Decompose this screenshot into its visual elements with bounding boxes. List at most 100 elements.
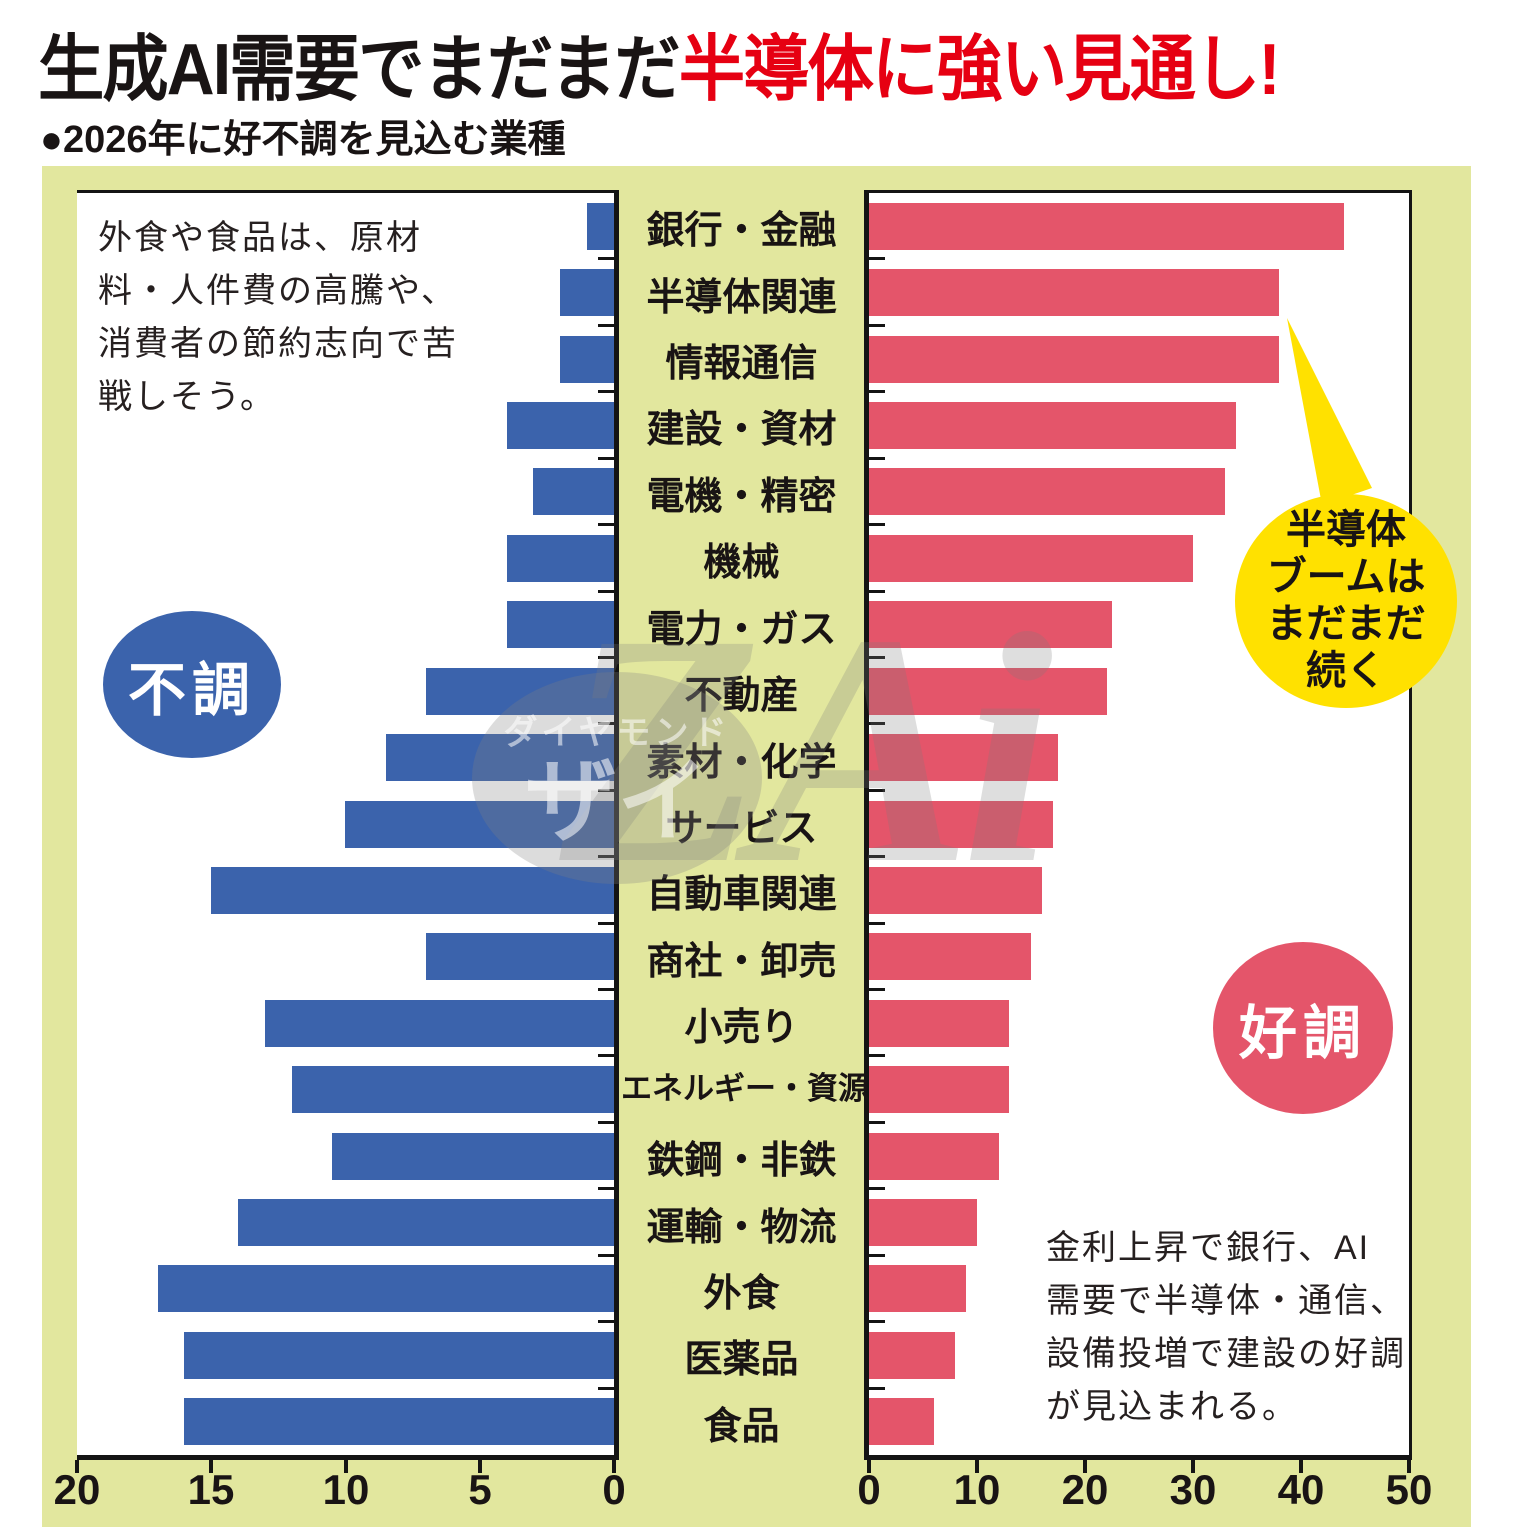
bad-bar [507, 601, 614, 648]
left-annotation: 外食や食品は、原材 料・人件費の高騰や、 消費者の節約志向で苦 戦しそう。 [98, 212, 488, 424]
axis-tick-label: 20 [53, 1466, 101, 1513]
good-bar [869, 601, 1112, 648]
callout-line: ブームは [1266, 555, 1426, 599]
bad-bar [238, 1199, 614, 1246]
annotation-line: 設備投増で建設の好調 [1046, 1335, 1406, 1373]
row-tick [869, 1254, 885, 1257]
good-bar [869, 1133, 999, 1180]
axis-tick [75, 1460, 79, 1473]
semiconductor-callout: 半導体 ブームは まだまだ 続く [1235, 494, 1457, 708]
bad-bar [332, 1133, 614, 1180]
row-tick [598, 523, 614, 526]
row-tick [869, 1387, 885, 1390]
axis-tick [478, 1460, 482, 1473]
axis-tick [975, 1460, 979, 1473]
axis-tick-label: 10 [322, 1466, 370, 1513]
row-tick [598, 988, 614, 991]
axis-tick [1407, 1460, 1411, 1473]
good-bar [869, 1398, 934, 1445]
annotation-line: 需要で半導体・通信、 [1046, 1282, 1406, 1320]
category-label: サービス [665, 808, 818, 850]
title-black-part: 生成AI需要でまだまだ [38, 30, 681, 110]
category-label: 機械 [703, 542, 780, 584]
category-label: 半導体関連 [646, 277, 837, 319]
good-bar [869, 336, 1279, 383]
axis-tick [209, 1460, 213, 1473]
row-tick [869, 324, 885, 327]
bad-bar [587, 203, 614, 250]
axis-tick [1191, 1460, 1195, 1473]
bad-bar [158, 1265, 614, 1312]
category-label: 鉄鋼・非鉄 [646, 1140, 837, 1182]
axis-tick [344, 1460, 348, 1473]
good-bar [869, 734, 1058, 781]
good-bar [869, 203, 1344, 250]
axis-tick-label: 50 [1385, 1466, 1433, 1513]
category-label: 素材・化学 [646, 742, 837, 784]
category-label-column: 銀行・金融 半導体関連 情報通信 建設・資材 電機・精密 機械 電力・ガス 不動産 素材・化学サ… [621, 190, 869, 1452]
row-tick [598, 1320, 614, 1323]
annotation-line: 金利上昇で銀行、AI [1046, 1229, 1371, 1267]
good-bar [869, 933, 1031, 980]
bad-bar [184, 1398, 614, 1445]
row-tick [869, 922, 885, 925]
row-tick [869, 722, 885, 725]
row-tick [598, 457, 614, 460]
category-label: 銀行・金融 [646, 210, 837, 252]
row-tick [598, 390, 614, 393]
bad-badge: 不調 [103, 611, 281, 758]
title-red-part: 半導体に強い見通し! [678, 30, 1281, 110]
bad-bar [560, 269, 614, 316]
axis-tick [612, 1460, 616, 1473]
annotation-line: 外食や食品は、原材 [98, 219, 422, 257]
bad-outlook-plot [77, 190, 619, 1460]
row-tick [869, 988, 885, 991]
callout-line: 半導体 [1286, 508, 1406, 552]
annotation-line: 料・人件費の高騰や、 [98, 272, 457, 310]
good-bar [869, 668, 1107, 715]
axis-tick [1299, 1460, 1303, 1473]
good-bar [869, 535, 1193, 582]
bad-bar [426, 668, 614, 715]
row-tick [598, 257, 614, 260]
category-label: 商社・卸売 [646, 941, 837, 983]
bad-bar [184, 1332, 614, 1379]
category-label: 運輸・物流 [646, 1207, 837, 1249]
axis-tick-label: 40 [1277, 1466, 1325, 1513]
axis-tick-label: 15 [187, 1466, 235, 1513]
bad-bar [507, 402, 614, 449]
axis-tick-label: 20 [1061, 1466, 1109, 1513]
row-tick [598, 922, 614, 925]
axis-tick-label: 0 [602, 1466, 626, 1513]
category-label: 電力・ガス [646, 609, 837, 651]
category-label: 情報通信 [665, 343, 818, 385]
category-label: 不動産 [684, 675, 799, 717]
row-tick [598, 656, 614, 659]
good-bar [869, 1199, 977, 1246]
row-tick [869, 1320, 885, 1323]
axis-tick-label: 0 [857, 1466, 881, 1513]
category-label: 電機・精密 [646, 476, 837, 518]
category-label: 医薬品 [684, 1339, 799, 1381]
axis-tick-label: 10 [953, 1466, 1001, 1513]
row-tick [598, 1254, 614, 1257]
good-bar [869, 1332, 955, 1379]
category-label: エネルギー・資源 [621, 1071, 869, 1106]
bad-bar [211, 867, 614, 914]
row-tick [869, 656, 885, 659]
callout-line: 続く [1306, 649, 1386, 693]
row-tick [869, 457, 885, 460]
category-label: 自動車関連 [646, 874, 837, 916]
row-tick [869, 390, 885, 393]
category-label: 外食 [703, 1273, 780, 1315]
row-tick [598, 722, 614, 725]
row-tick [598, 1054, 614, 1057]
row-tick [598, 855, 614, 858]
good-bar [869, 1265, 966, 1312]
bad-bar [265, 1000, 614, 1047]
axis-tick-label: 30 [1169, 1466, 1217, 1513]
good-bar [869, 468, 1225, 515]
good-bar [869, 867, 1042, 914]
bad-bar [345, 801, 614, 848]
